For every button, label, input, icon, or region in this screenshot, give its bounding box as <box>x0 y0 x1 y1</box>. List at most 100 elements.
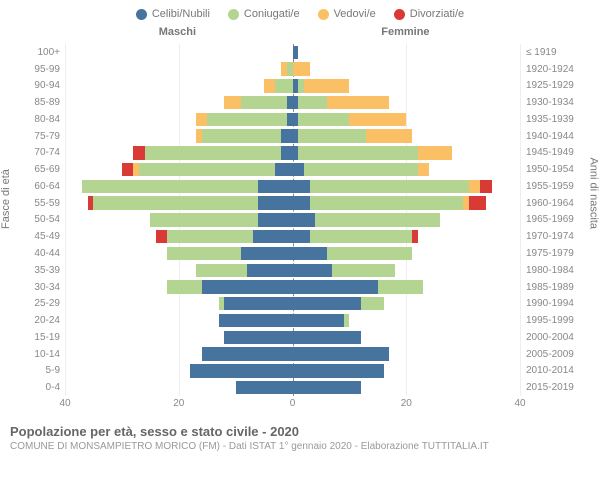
age-row: 80-841935-1939 <box>10 111 590 128</box>
bar-segment <box>469 180 480 193</box>
legend-swatch <box>394 9 405 20</box>
age-label: 90-94 <box>18 80 60 91</box>
bars-area <box>65 61 520 78</box>
bar-segment <box>224 96 241 109</box>
female-bar <box>293 379 521 396</box>
male-header: Maschi <box>159 26 196 38</box>
bars-area <box>65 161 520 178</box>
bar-segment <box>139 163 276 176</box>
bar-segment <box>224 331 292 344</box>
male-bar <box>65 195 293 212</box>
bar-segment <box>293 331 361 344</box>
bar-segment <box>241 96 287 109</box>
birth-year-label: 1950-1954 <box>526 164 588 175</box>
bars-area <box>65 128 520 145</box>
bar-segment <box>258 196 292 209</box>
gender-headers: Maschi Femmine <box>10 26 590 42</box>
x-tick: 0 <box>290 398 296 409</box>
female-bar <box>293 145 521 162</box>
birth-year-label: 1945-1949 <box>526 147 588 158</box>
bar-segment <box>298 129 366 142</box>
male-bar <box>65 44 293 61</box>
male-bar <box>65 362 293 379</box>
bar-segment <box>224 297 292 310</box>
age-label: 15-19 <box>18 332 60 343</box>
legend-item: Celibi/Nubili <box>136 8 210 20</box>
bar-segment <box>264 79 275 92</box>
bar-segment <box>298 96 326 109</box>
female-bar <box>293 279 521 296</box>
bar-segment <box>293 46 299 59</box>
bar-segment <box>196 264 247 277</box>
male-bar <box>65 61 293 78</box>
age-row: 5-92010-2014 <box>10 362 590 379</box>
female-bar <box>293 245 521 262</box>
bars-area <box>65 379 520 396</box>
age-row: 40-441975-1979 <box>10 245 590 262</box>
age-row: 50-541965-1969 <box>10 212 590 229</box>
bar-segment <box>190 364 292 377</box>
plot-area: Fasce di età Anni di nascita 0-42015-201… <box>10 44 590 414</box>
bar-segment <box>304 163 418 176</box>
legend-label: Vedovi/e <box>334 8 376 20</box>
bar-segment <box>418 163 429 176</box>
female-bar <box>293 262 521 279</box>
bar-segment <box>304 79 350 92</box>
female-bar <box>293 228 521 245</box>
male-bar <box>65 77 293 94</box>
male-bar <box>65 295 293 312</box>
bar-segment <box>258 213 292 226</box>
male-bar <box>65 312 293 329</box>
bar-segment <box>480 180 491 193</box>
bar-segment <box>167 247 241 260</box>
legend-item: Vedovi/e <box>318 8 376 20</box>
age-row: 65-691950-1954 <box>10 161 590 178</box>
legend-label: Celibi/Nubili <box>152 8 210 20</box>
bar-segment <box>275 163 292 176</box>
age-row: 15-192000-2004 <box>10 329 590 346</box>
bar-segment <box>293 297 361 310</box>
age-label: 30-34 <box>18 282 60 293</box>
age-label: 45-49 <box>18 231 60 242</box>
bar-segment <box>293 196 310 209</box>
bars-area <box>65 262 520 279</box>
bar-segment <box>310 230 412 243</box>
bar-segment <box>293 314 344 327</box>
bar-segment <box>150 213 258 226</box>
female-bar <box>293 195 521 212</box>
birth-year-label: 2015-2019 <box>526 382 588 393</box>
bars-area <box>65 195 520 212</box>
birth-year-label: 1940-1944 <box>526 131 588 142</box>
birth-year-label: 2005-2009 <box>526 349 588 360</box>
birth-year-label: 1990-1994 <box>526 298 588 309</box>
bar-segment <box>418 146 452 159</box>
bar-segment <box>207 113 287 126</box>
age-label: 10-14 <box>18 349 60 360</box>
age-label: 5-9 <box>18 365 60 376</box>
age-row: 55-591960-1964 <box>10 195 590 212</box>
bars-area <box>65 111 520 128</box>
bar-segment <box>349 113 406 126</box>
female-bar <box>293 77 521 94</box>
bars-area <box>65 44 520 61</box>
male-bar <box>65 145 293 162</box>
age-row: 25-291990-1994 <box>10 295 590 312</box>
female-bar <box>293 44 521 61</box>
male-bar <box>65 379 293 396</box>
age-label: 60-64 <box>18 181 60 192</box>
bar-segment <box>236 381 293 394</box>
age-label: 40-44 <box>18 248 60 259</box>
bars-area <box>65 279 520 296</box>
bar-segment <box>293 163 304 176</box>
female-bar <box>293 346 521 363</box>
birth-year-label: 1930-1934 <box>526 97 588 108</box>
rows-container: 0-42015-20195-92010-201410-142005-200915… <box>10 44 590 396</box>
bars-area <box>65 228 520 245</box>
female-bar <box>293 94 521 111</box>
birth-year-label: 1995-1999 <box>526 315 588 326</box>
bar-segment <box>281 146 292 159</box>
bar-segment <box>93 196 258 209</box>
female-bar <box>293 161 521 178</box>
male-bar <box>65 212 293 229</box>
birth-year-label: 1970-1974 <box>526 231 588 242</box>
